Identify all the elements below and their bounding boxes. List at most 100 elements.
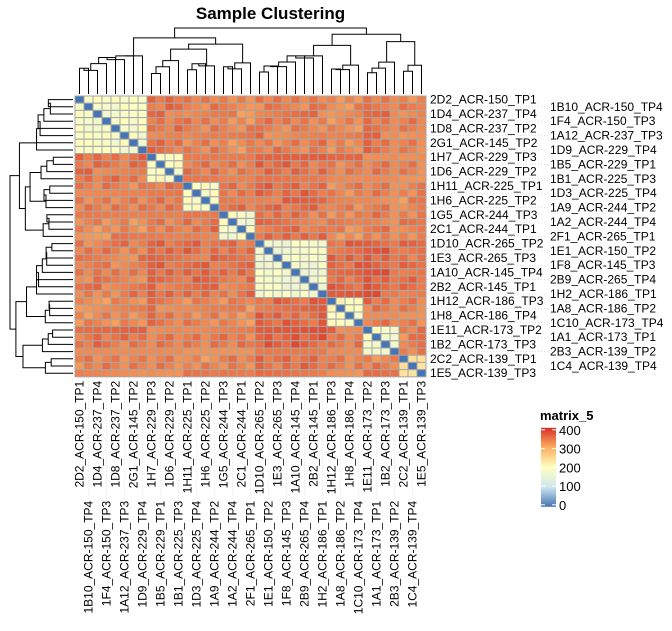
- heatmap-cell: [110, 189, 121, 198]
- heatmap-cell: [164, 124, 175, 133]
- heatmap-cell: [119, 289, 130, 299]
- heatmap-cell: [236, 340, 247, 349]
- heatmap-cell: [263, 340, 274, 349]
- heatmap-cell: [200, 124, 211, 133]
- heatmap-cell: [389, 189, 400, 198]
- heatmap-cell: [290, 268, 301, 277]
- heatmap-cell: [128, 268, 139, 277]
- heatmap-cell: [173, 102, 184, 111]
- heatmap-cell: [299, 174, 310, 183]
- heatmap-cell: [281, 347, 292, 356]
- heatmap-cell: [191, 340, 202, 349]
- heatmap-cell: [281, 297, 292, 306]
- heatmap-cell: [92, 246, 103, 255]
- heatmap-cell: [308, 239, 319, 248]
- heatmap-cell: [101, 282, 112, 291]
- heatmap-cell: [245, 275, 256, 284]
- heatmap-cell: [182, 333, 193, 342]
- heatmap-cell: [353, 297, 364, 306]
- heatmap-cell: [191, 167, 202, 176]
- heatmap-cell: [299, 225, 310, 234]
- heatmap-cell: [236, 268, 247, 277]
- legend-tick-label: 0: [559, 498, 566, 513]
- heatmap-cell: [272, 275, 283, 284]
- heatmap-cell: [128, 282, 139, 291]
- heatmap-cell: [353, 333, 364, 342]
- heatmap-cell: [407, 268, 418, 277]
- heatmap-cell: [236, 124, 247, 133]
- heatmap-cell: [137, 131, 148, 140]
- heatmap-cell: [254, 311, 265, 320]
- heatmap-cell: [362, 304, 373, 313]
- heatmap-cell: [218, 354, 229, 363]
- heatmap-cell: [344, 174, 355, 183]
- column-label: 1A12_ACR-237_TP3: [118, 500, 132, 613]
- heatmap-cell: [353, 167, 364, 176]
- heatmap-cell: [74, 311, 85, 320]
- heatmap-cell: [362, 210, 373, 219]
- heatmap-cell: [155, 153, 166, 162]
- heatmap-cell: [281, 102, 292, 111]
- heatmap-cell: [326, 347, 337, 356]
- heatmap-cell: [317, 117, 328, 126]
- heatmap-cell: [281, 325, 292, 335]
- heatmap-cell: [74, 297, 85, 306]
- heatmap-cell: [209, 369, 220, 378]
- heatmap-cell: [335, 196, 346, 205]
- heatmap-cell: [353, 232, 364, 241]
- heatmap-cell: [164, 102, 175, 111]
- heatmap-cell: [371, 246, 382, 255]
- row-label: 1E3_ACR-265_TP3: [430, 251, 536, 265]
- heatmap-cell: [272, 203, 283, 212]
- heatmap-cell: [92, 253, 103, 263]
- heatmap-cell: [164, 297, 175, 306]
- heatmap-cell: [74, 261, 85, 270]
- heatmap-cell: [308, 304, 319, 313]
- heatmap-cell: [227, 325, 238, 335]
- heatmap-cell: [110, 95, 121, 104]
- legend-tick-label: 200: [559, 460, 581, 475]
- heatmap-cell: [281, 239, 292, 248]
- heatmap-cell: [182, 246, 193, 255]
- heatmap-cell: [74, 167, 85, 176]
- heatmap-cell: [218, 124, 229, 133]
- heatmap-cell: [407, 174, 418, 183]
- dendrogram-branch: [43, 189, 69, 201]
- heatmap-cell: [200, 268, 211, 277]
- heatmap-cell: [263, 217, 274, 227]
- heatmap-cell: [83, 117, 94, 126]
- heatmap-cell: [128, 109, 139, 119]
- heatmap-cell: [362, 253, 373, 263]
- heatmap-cell: [299, 246, 310, 255]
- heatmap-cell: [380, 304, 391, 313]
- heatmap-cell: [416, 109, 427, 119]
- heatmap-cell: [164, 196, 175, 205]
- heatmap-cell: [407, 102, 418, 111]
- heatmap-cell: [353, 268, 364, 277]
- heatmap-cell: [137, 203, 148, 212]
- heatmap-cell: [119, 347, 130, 356]
- column-label: 2F1_ACR-265_TP1: [244, 500, 258, 606]
- heatmap-cell: [227, 124, 238, 133]
- heatmap-cell: [110, 318, 121, 327]
- dendrogram-branch: [79, 67, 89, 90]
- heatmap-cell: [155, 325, 166, 335]
- heatmap-cell: [263, 289, 274, 299]
- heatmap-cell: [353, 217, 364, 227]
- heatmap-cell: [200, 347, 211, 356]
- heatmap-cell: [173, 225, 184, 234]
- row-label: 2F1_ACR-265_TP1: [550, 229, 656, 243]
- heatmap-cell: [128, 347, 139, 356]
- heatmap-cell: [191, 268, 202, 277]
- heatmap-cell: [191, 232, 202, 241]
- heatmap-cell: [317, 333, 328, 342]
- heatmap-cell: [380, 282, 391, 291]
- heatmap-cell: [101, 354, 112, 363]
- heatmap-cell: [182, 261, 193, 270]
- heatmap-cell: [389, 246, 400, 255]
- heatmap-cell: [416, 253, 427, 263]
- heatmap-cell: [200, 167, 211, 176]
- heatmap-cell: [128, 261, 139, 270]
- heatmap-cell: [281, 124, 292, 133]
